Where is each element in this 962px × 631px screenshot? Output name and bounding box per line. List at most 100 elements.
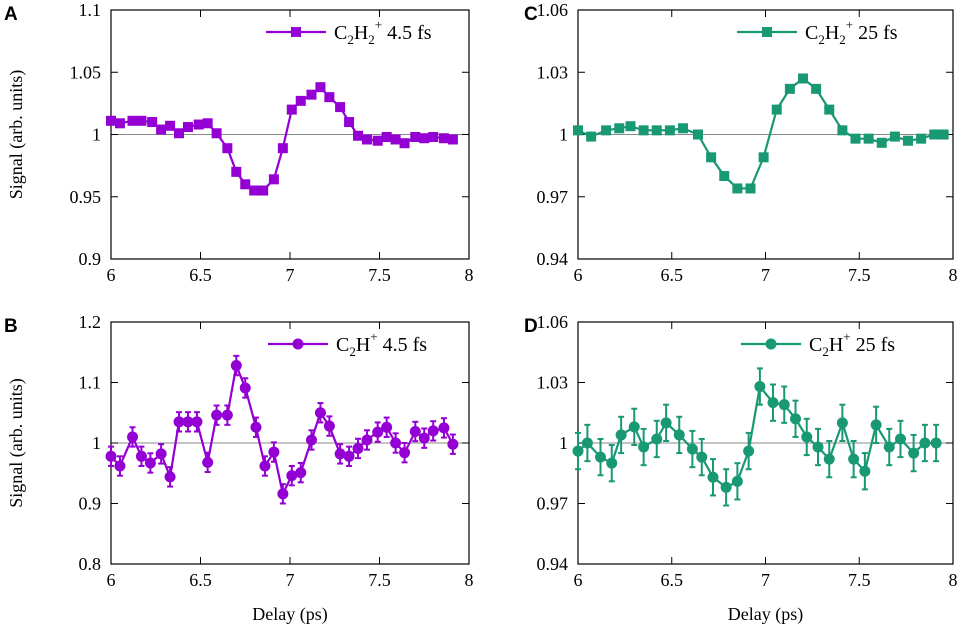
data-point [390, 437, 402, 449]
y-tick-label: 1.2 [79, 312, 102, 332]
data-point [606, 457, 618, 469]
data-point [352, 442, 364, 454]
data-point [361, 434, 373, 446]
data-point [801, 431, 813, 443]
x-tick-label: 7.5 [368, 265, 391, 285]
x-tick-label: 6 [574, 265, 583, 285]
data-point [211, 128, 222, 139]
data-point [277, 488, 289, 500]
panel-letter: A [4, 4, 18, 25]
data-point [919, 437, 931, 449]
panel-letter: C [524, 4, 538, 25]
data-point [758, 152, 769, 163]
data-point [249, 185, 260, 196]
data-point [295, 95, 306, 106]
data-point [673, 429, 685, 441]
data-point [916, 133, 927, 144]
data-point [306, 89, 317, 100]
data-point [625, 121, 636, 132]
data-point [174, 128, 185, 139]
data-point [334, 448, 346, 460]
data-point [419, 133, 430, 144]
y-tick-label: 1.1 [79, 373, 102, 393]
data-point [693, 129, 703, 140]
y-tick-label: 1.06 [537, 0, 569, 20]
data-point [114, 460, 126, 472]
data-point [222, 143, 233, 154]
data-point [324, 92, 335, 103]
data-point [259, 460, 271, 472]
data-point [314, 407, 326, 419]
x-tick-label: 7.5 [848, 265, 871, 285]
legend-marker [291, 27, 301, 37]
data-point [601, 125, 612, 136]
legend: C2H+ 25 fs [741, 329, 895, 359]
data-point [191, 416, 203, 428]
data-point [837, 125, 848, 136]
data-point [438, 422, 450, 434]
y-tick-label: 0.9 [79, 494, 102, 514]
data-point [372, 426, 384, 438]
data-point [323, 420, 335, 432]
x-tick-label: 7 [761, 570, 770, 590]
data-point [399, 447, 411, 459]
data-point [240, 179, 251, 190]
x-tick-label: 6.5 [189, 265, 212, 285]
data-point [381, 421, 393, 433]
data-point [743, 445, 755, 457]
x-tick-label: 6.5 [189, 570, 212, 590]
data-point [823, 453, 835, 465]
data-point [614, 123, 625, 134]
data-point [696, 451, 708, 463]
data-point [686, 443, 698, 455]
data-point [798, 73, 808, 84]
data-point [182, 416, 194, 428]
data-point [230, 360, 242, 372]
data-point [447, 438, 459, 450]
data-point [438, 133, 449, 144]
data-point [372, 135, 383, 146]
data-point [790, 413, 801, 425]
x-tick-label: 8 [949, 265, 958, 285]
data-point [277, 143, 288, 154]
x-tick-label: 6 [574, 570, 583, 590]
x-tick-label: 7 [286, 265, 295, 285]
data-point [173, 416, 185, 428]
data-point [754, 381, 766, 393]
data-point [707, 471, 719, 483]
data-point [147, 117, 158, 128]
data-point [908, 447, 920, 459]
data-point [573, 125, 583, 136]
legend-label: C2H2+ 25 fs [805, 17, 898, 47]
y-tick-label: 1.1 [79, 0, 102, 20]
y-tick-label: 1 [92, 433, 101, 453]
data-point [295, 467, 307, 479]
x-tick-label: 7 [761, 265, 770, 285]
data-point [811, 83, 822, 94]
panel-b: B 6 6.5 7 7.5 8 0.8 0.9 1 1.1 1.2 Signal (arb. unit… [4, 312, 474, 625]
y-tick-label: 1 [92, 125, 101, 145]
data-point [586, 131, 597, 142]
x-tick-label: 8 [465, 570, 474, 590]
data-point [615, 429, 627, 441]
data-point [136, 115, 147, 126]
y-tick-label: 0.97 [537, 187, 569, 207]
data-point [156, 124, 167, 135]
data-point [719, 171, 730, 181]
series-line [577, 77, 944, 190]
data-point [706, 152, 717, 163]
data-point [731, 475, 743, 487]
data-point [889, 131, 900, 142]
x-axis-label: Delay (ps) [252, 604, 327, 625]
data-point [193, 119, 204, 130]
x-axis-label: Delay (ps) [728, 604, 803, 625]
data-point [848, 453, 860, 465]
panel-letter: D [524, 316, 538, 337]
data-point [572, 445, 584, 457]
legend-label: C2H+ 25 fs [809, 329, 895, 359]
data-point [938, 129, 949, 140]
x-tick-label: 7.5 [368, 570, 391, 590]
data-point [660, 417, 672, 429]
data-point [127, 115, 138, 126]
data-point [850, 133, 861, 144]
